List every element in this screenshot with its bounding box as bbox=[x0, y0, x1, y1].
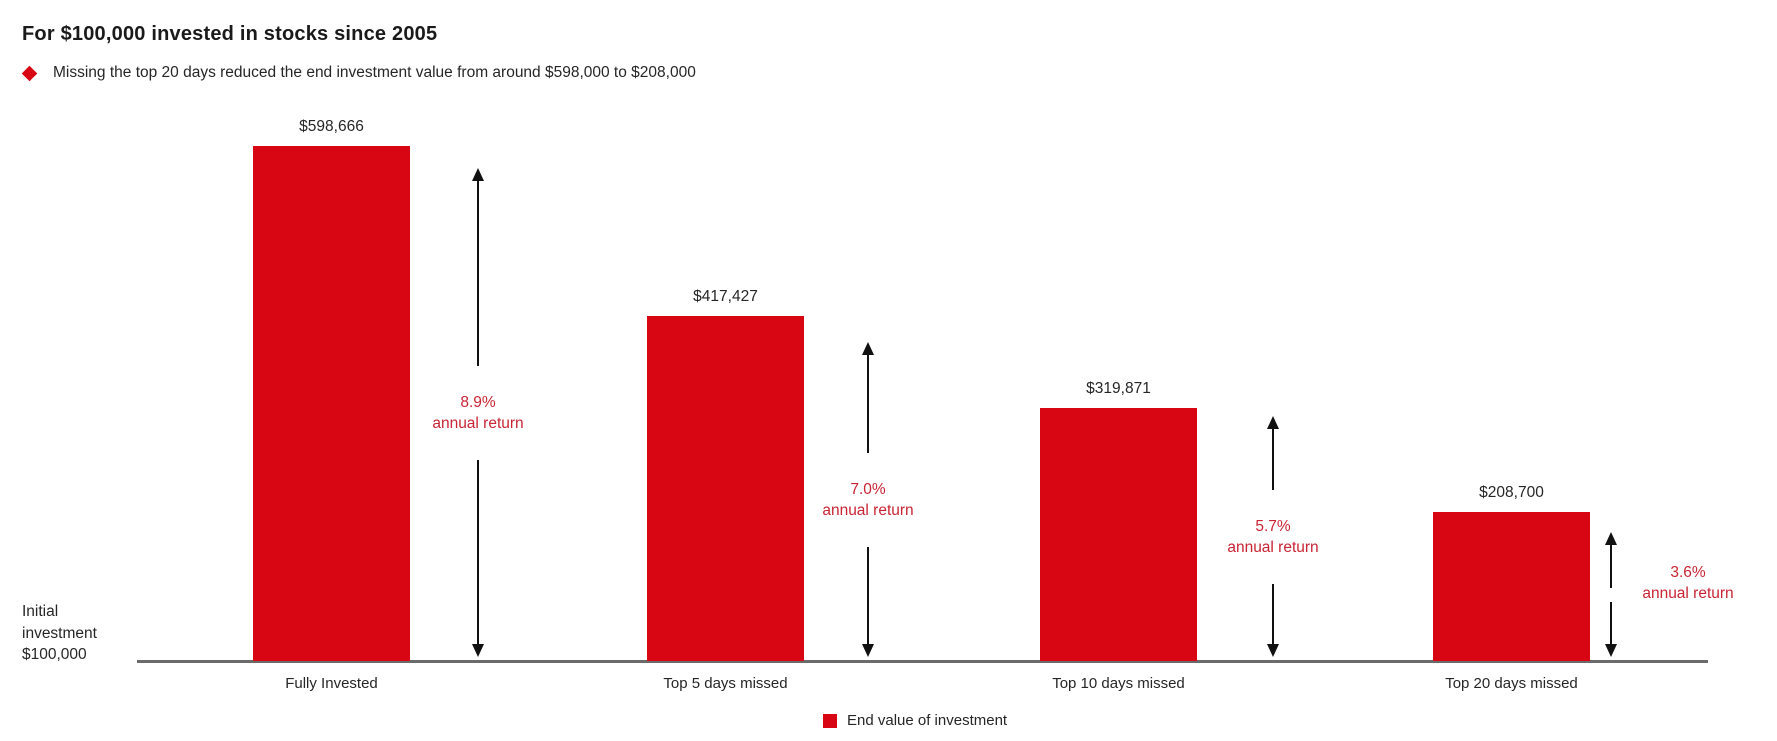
annual-return-text: annual return bbox=[1642, 585, 1734, 602]
annual-return-pct: 7.0% bbox=[850, 480, 886, 498]
annual-return-label: 7.0% annual return bbox=[822, 452, 914, 547]
legend: End value of investment bbox=[823, 712, 1007, 729]
bar-value-label: $417,427 bbox=[693, 288, 758, 305]
bar-value-label: $598,666 bbox=[299, 118, 364, 135]
annual-return-label: 8.9% annual return bbox=[432, 365, 524, 460]
category-label: Top 20 days missed bbox=[1445, 675, 1578, 692]
arrow-up-icon bbox=[472, 168, 484, 181]
annual-return-text: annual return bbox=[822, 501, 914, 519]
arrow-up-icon bbox=[862, 342, 874, 355]
arrow-line bbox=[477, 459, 479, 644]
arrow-down-icon bbox=[472, 644, 484, 657]
legend-label: End value of investment bbox=[847, 712, 1008, 729]
x-axis-line bbox=[137, 660, 1708, 663]
return-range-arrow bbox=[1603, 532, 1619, 657]
baseline-axis-label-line2: investment bbox=[22, 624, 97, 642]
baseline-axis-label: Initial investment $100,000 bbox=[22, 601, 97, 666]
annual-return-pct: 5.7% bbox=[1255, 517, 1291, 535]
return-range-arrow: 7.0% annual return bbox=[822, 342, 914, 657]
arrow-line bbox=[1610, 601, 1612, 644]
chart-subtitle: Missing the top 20 days reduced the end … bbox=[53, 64, 696, 81]
bar-top-10-days-missed bbox=[1040, 408, 1197, 661]
annual-return-pct: 8.9% bbox=[460, 393, 496, 411]
arrow-line bbox=[477, 181, 479, 366]
annual-return-text: annual return bbox=[432, 414, 524, 432]
annual-return-pct: 3.6% bbox=[1670, 564, 1706, 581]
arrow-up-icon bbox=[1267, 416, 1279, 429]
annual-return-text: annual return bbox=[1227, 538, 1319, 556]
baseline-axis-label-line3: $100,000 bbox=[22, 646, 87, 663]
baseline-axis-label-line1: Initial bbox=[22, 603, 59, 620]
diamond-bullet-icon bbox=[21, 65, 38, 81]
annual-return-label: 3.6% annual return bbox=[1608, 562, 1768, 604]
arrow-line bbox=[1272, 583, 1274, 644]
bar-top-5-days-missed bbox=[647, 316, 804, 661]
arrow-down-icon bbox=[862, 644, 874, 657]
arrow-down-icon bbox=[1605, 644, 1617, 657]
bar-fully-invested bbox=[253, 146, 410, 661]
arrow-line bbox=[1610, 545, 1612, 588]
return-range-arrow: 5.7% annual return bbox=[1227, 416, 1319, 657]
category-label: Fully Invested bbox=[285, 675, 378, 692]
annual-return-label: 5.7% annual return bbox=[1227, 489, 1319, 584]
arrow-line bbox=[1272, 429, 1274, 490]
arrow-line bbox=[867, 355, 869, 453]
bar-value-label: $319,871 bbox=[1086, 380, 1151, 397]
bar-top-20-days-missed bbox=[1433, 512, 1590, 661]
category-label: Top 10 days missed bbox=[1052, 675, 1185, 692]
return-range-arrow: 8.9% annual return bbox=[432, 168, 524, 657]
arrow-down-icon bbox=[1267, 644, 1279, 657]
arrow-up-icon bbox=[1605, 532, 1617, 545]
bar-value-label: $208,700 bbox=[1479, 484, 1544, 501]
subtitle-row: Missing the top 20 days reduced the end … bbox=[21, 64, 696, 82]
category-label: Top 5 days missed bbox=[663, 675, 788, 692]
chart-title: For $100,000 invested in stocks since 20… bbox=[22, 23, 438, 45]
legend-swatch-icon bbox=[823, 713, 837, 728]
arrow-line bbox=[867, 546, 869, 644]
